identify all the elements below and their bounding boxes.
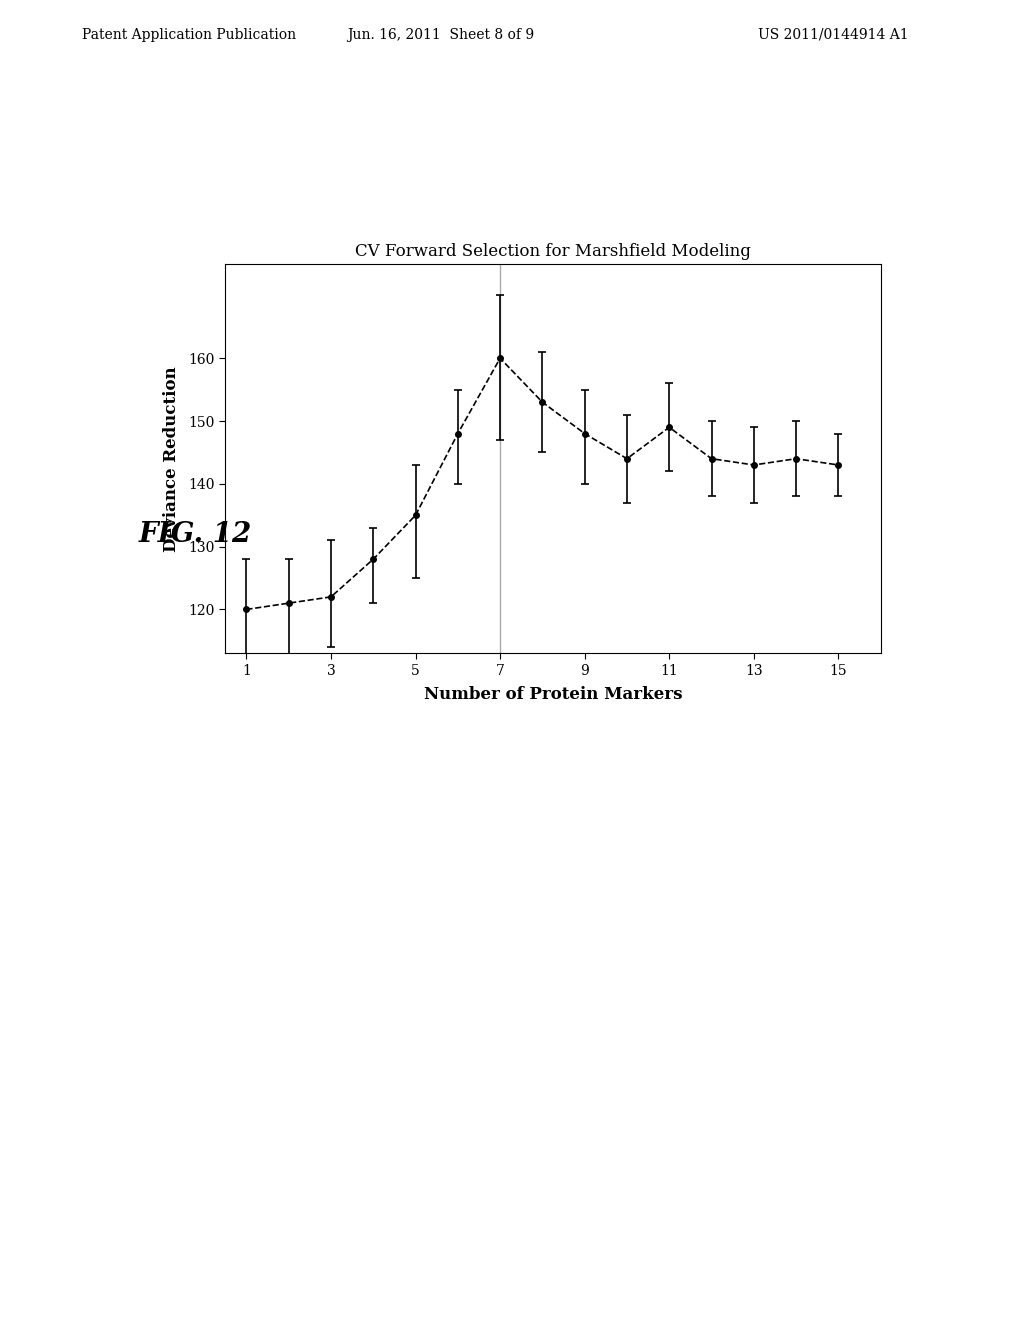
Title: CV Forward Selection for Marshfield Modeling: CV Forward Selection for Marshfield Mode… <box>355 243 751 260</box>
Text: Patent Application Publication: Patent Application Publication <box>82 28 296 42</box>
Text: FIG. 12: FIG. 12 <box>138 521 252 548</box>
Text: US 2011/0144914 A1: US 2011/0144914 A1 <box>758 28 908 42</box>
Y-axis label: Deviance Reduction: Deviance Reduction <box>163 366 180 552</box>
Text: Jun. 16, 2011  Sheet 8 of 9: Jun. 16, 2011 Sheet 8 of 9 <box>347 28 534 42</box>
X-axis label: Number of Protein Markers: Number of Protein Markers <box>424 686 682 704</box>
